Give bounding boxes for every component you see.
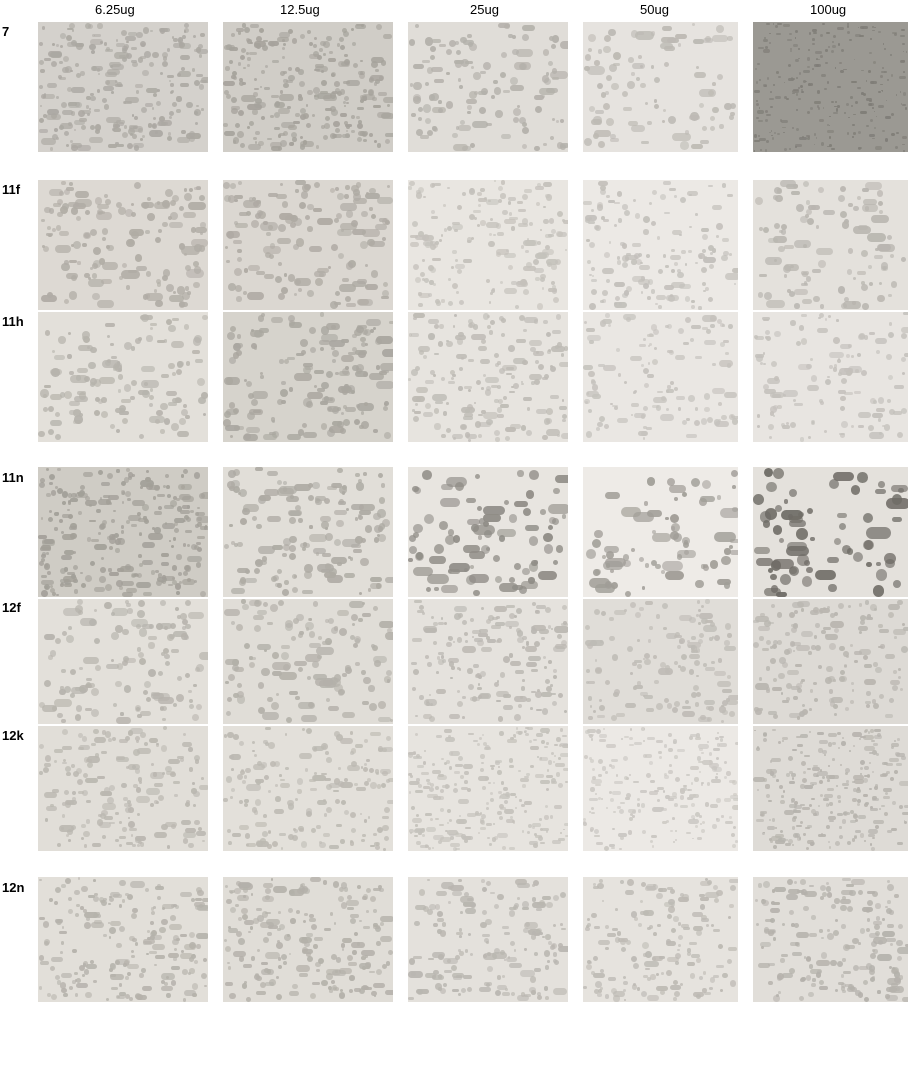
micrograph-image <box>753 599 908 724</box>
micrograph-image <box>408 180 568 310</box>
micrograph-11f-50ug <box>583 180 738 310</box>
grid-row-11h <box>38 312 908 442</box>
micrograph-11n-50ug <box>583 467 738 597</box>
micrograph-image <box>38 180 208 310</box>
micrograph-11n-25ug <box>408 467 568 597</box>
column-header-1: 12.5ug <box>280 2 320 17</box>
micrograph-11h-25ug <box>408 312 568 442</box>
micrograph-12k-100ug <box>753 726 908 851</box>
micrograph-image <box>223 312 393 442</box>
micrograph-7-50ug <box>583 22 738 152</box>
row-label-12k: 12k <box>2 728 24 743</box>
micrograph-image <box>223 726 393 851</box>
micrograph-image <box>38 312 208 442</box>
micrograph-image <box>38 22 208 152</box>
micrograph-7-6.25ug <box>38 22 208 152</box>
micrograph-11h-12.5ug <box>223 312 393 442</box>
micrograph-image <box>408 22 568 152</box>
micrograph-image <box>583 726 738 851</box>
row-label-7: 7 <box>2 24 9 39</box>
micrograph-12n-25ug <box>408 877 568 1002</box>
grid-row-12n <box>38 877 908 1002</box>
micrograph-12k-50ug <box>583 726 738 851</box>
micrograph-11f-12.5ug <box>223 180 393 310</box>
micrograph-image <box>38 877 208 1002</box>
micrograph-image <box>408 599 568 724</box>
row-label-11h: 11h <box>2 314 24 329</box>
micrograph-image <box>38 726 208 851</box>
micrograph-image <box>408 467 568 597</box>
micrograph-image <box>583 22 738 152</box>
micrograph-image <box>753 877 908 1002</box>
micrograph-image <box>223 22 393 152</box>
micrograph-12f-12.5ug <box>223 599 393 724</box>
micrograph-11f-25ug <box>408 180 568 310</box>
micrograph-image <box>583 599 738 724</box>
column-headers: 6.25ug 12.5ug 25ug 50ug 100ug <box>0 0 915 20</box>
micrograph-11f-6.25ug <box>38 180 208 310</box>
micrograph-image <box>38 467 208 597</box>
micrograph-image <box>408 877 568 1002</box>
micrograph-11h-6.25ug <box>38 312 208 442</box>
micrograph-11n-100ug <box>753 467 908 597</box>
micrograph-11h-50ug <box>583 312 738 442</box>
micrograph-image <box>223 877 393 1002</box>
row-label-12n: 12n <box>2 880 24 895</box>
micrograph-image <box>753 726 908 851</box>
micrograph-12n-6.25ug <box>38 877 208 1002</box>
micrograph-11f-100ug <box>753 180 908 310</box>
micrograph-image <box>408 726 568 851</box>
micrograph-image <box>753 22 908 152</box>
column-header-2: 25ug <box>470 2 499 17</box>
micrograph-image <box>753 180 908 310</box>
micrograph-12f-50ug <box>583 599 738 724</box>
grid-row-12f <box>38 599 908 724</box>
grid-row-12k <box>38 726 908 851</box>
micrograph-11n-12.5ug <box>223 467 393 597</box>
micrograph-figure-grid: 6.25ug 12.5ug 25ug 50ug 100ug 7 11f 11h 11n 12f 1… <box>0 0 915 1077</box>
column-header-3: 50ug <box>640 2 669 17</box>
micrograph-image <box>583 180 738 310</box>
micrograph-7-25ug <box>408 22 568 152</box>
micrograph-12n-50ug <box>583 877 738 1002</box>
micrograph-7-12.5ug <box>223 22 393 152</box>
micrograph-image <box>408 312 568 442</box>
micrograph-12k-6.25ug <box>38 726 208 851</box>
row-label-12f: 12f <box>2 600 21 615</box>
micrograph-12f-100ug <box>753 599 908 724</box>
micrograph-12n-12.5ug <box>223 877 393 1002</box>
micrograph-7-100ug <box>753 22 908 152</box>
grid-row-7 <box>38 22 908 152</box>
micrograph-image <box>223 467 393 597</box>
micrograph-12k-12.5ug <box>223 726 393 851</box>
column-header-4: 100ug <box>810 2 846 17</box>
micrograph-image <box>38 599 208 724</box>
micrograph-11h-100ug <box>753 312 908 442</box>
micrograph-image <box>583 467 738 597</box>
column-header-0: 6.25ug <box>95 2 135 17</box>
micrograph-12n-100ug <box>753 877 908 1002</box>
micrograph-image <box>753 467 908 597</box>
micrograph-image <box>583 877 738 1002</box>
micrograph-12k-25ug <box>408 726 568 851</box>
grid-row-11f <box>38 180 908 310</box>
micrograph-12f-25ug <box>408 599 568 724</box>
row-label-11f: 11f <box>2 182 20 197</box>
grid-row-11n <box>38 467 908 597</box>
micrograph-image <box>223 180 393 310</box>
micrograph-image <box>753 312 908 442</box>
row-label-11n: 11n <box>2 470 24 485</box>
micrograph-image <box>583 312 738 442</box>
micrograph-12f-6.25ug <box>38 599 208 724</box>
micrograph-11n-6.25ug <box>38 467 208 597</box>
micrograph-image <box>223 599 393 724</box>
